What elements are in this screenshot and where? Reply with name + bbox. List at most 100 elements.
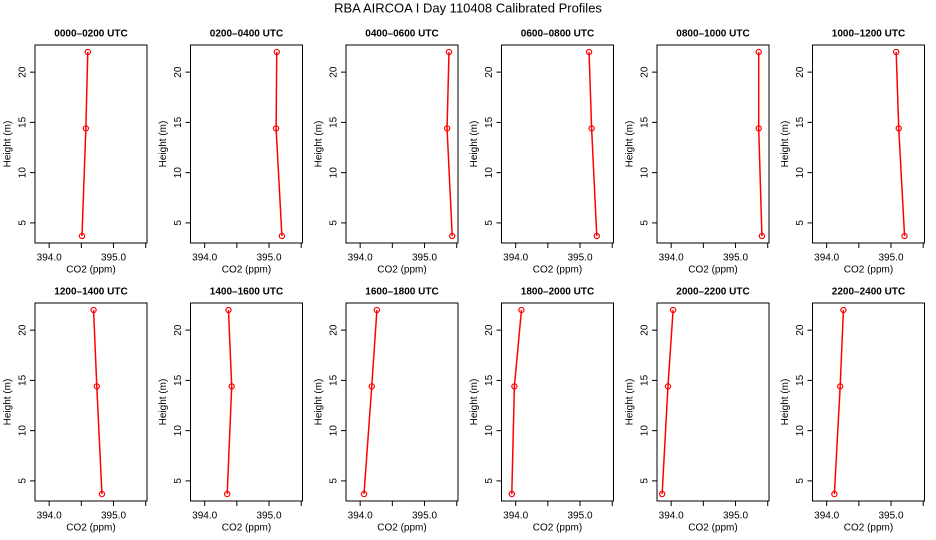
y-tick-label: 5 [484,478,495,484]
panel-title: 1000–1200 UTC [832,29,905,40]
profile-point [445,48,453,56]
plot-box [501,44,614,244]
page-title: RBA AIRCOA I Day 110408 Calibrated Profi… [334,0,602,15]
x-tick-label: 394.0 [814,253,839,264]
x-tick-label: 394.0 [192,253,217,264]
x-axis-label: CO2 (ppm) [844,523,893,534]
y-tick-label: 20 [173,66,184,78]
y-tick-label: 20 [18,324,29,336]
profile-line [588,52,598,236]
y-tick-label: 15 [484,374,495,386]
panel-title: 2000–2200 UTC [676,287,749,298]
plot-box [34,302,148,502]
y-tick-label: 20 [795,66,806,78]
profile-point [84,48,91,56]
panel-title: 0400–0600 UTC [365,29,438,40]
y-tick-label: 10 [640,425,651,437]
x-tick-label: 394.0 [192,511,217,522]
x-axis-label: CO2 (ppm) [377,523,426,534]
profile-point [228,383,235,390]
plot-box [345,44,459,244]
y-tick-label: 5 [18,220,29,226]
profile-point [368,383,375,390]
profile-point [508,490,515,498]
panel-title: 0800–1000 UTC [676,29,749,40]
y-tick-label: 15 [18,374,29,386]
profile-point [518,306,525,314]
profile-point [664,383,672,390]
x-tick-label: 395.0 [568,511,593,522]
plot-box [812,302,925,502]
plot-box [656,44,770,244]
profile-line [275,52,283,237]
plot-box [34,44,148,244]
profile-point [593,232,600,240]
profile-point [278,232,286,240]
y-tick-label: 5 [795,478,806,484]
y-tick-label: 15 [173,116,184,128]
y-axis-label: Height (m) [3,121,14,168]
x-tick-label: 394.0 [348,253,373,264]
profile-line [895,52,906,237]
y-tick-label: 10 [329,167,340,179]
profile-point [373,306,381,314]
profile-line [661,309,674,495]
plot-box [501,302,614,502]
x-axis-label: CO2 (ppm) [377,265,426,276]
profile-point [272,125,280,132]
profile-point [895,125,902,132]
y-tick-label: 5 [173,478,184,484]
y-tick-label: 10 [18,167,29,179]
plot-box [812,44,925,244]
x-tick-label: 395.0 [101,253,126,264]
y-tick-label: 20 [18,66,29,78]
panel-title: 2200–2400 UTC [832,287,905,298]
y-tick-label: 10 [640,167,651,179]
x-tick-label: 394.0 [503,511,528,522]
x-tick-label: 395.0 [257,511,282,522]
profile-point [360,490,368,498]
y-tick-label: 10 [795,167,806,179]
y-tick-label: 20 [640,66,651,78]
profile-point [90,306,97,314]
profile-point [82,125,90,132]
y-tick-label: 15 [18,116,29,128]
y-tick-label: 5 [329,478,340,484]
y-tick-label: 5 [640,220,651,226]
x-tick-label: 395.0 [412,253,437,264]
profile-point [511,383,518,390]
profile-line [833,310,845,495]
y-tick-label: 5 [795,220,806,226]
y-axis-label: Height (m) [158,379,169,426]
y-tick-label: 10 [173,425,184,437]
x-axis-label: CO2 (ppm) [222,523,271,534]
plot-box [656,302,770,502]
profile-point [588,125,595,132]
x-axis-label: CO2 (ppm) [222,265,271,276]
profile-point [223,490,231,498]
profile-point [892,48,900,56]
x-tick-label: 395.0 [879,511,904,522]
y-axis-label: Height (m) [469,121,480,168]
x-tick-label: 395.0 [257,253,282,264]
profile-point [831,490,838,498]
y-tick-label: 5 [640,478,651,484]
y-axis-label: Height (m) [3,379,14,426]
profile-point [443,125,451,132]
y-tick-label: 10 [484,167,495,179]
profile-line [511,309,523,494]
y-tick-label: 10 [484,425,495,437]
x-tick-label: 394.0 [659,511,684,522]
y-tick-label: 20 [484,66,495,78]
y-axis-label: Height (m) [780,121,791,168]
y-tick-label: 20 [795,324,806,336]
x-tick-label: 395.0 [568,253,593,264]
profile-point [669,306,677,314]
y-tick-label: 5 [18,478,29,484]
y-tick-label: 5 [484,220,495,226]
x-tick-label: 395.0 [101,511,126,522]
x-axis-label: CO2 (ppm) [533,523,582,534]
y-tick-label: 20 [484,324,495,336]
x-tick-label: 395.0 [412,511,437,522]
x-axis-label: CO2 (ppm) [844,265,893,276]
